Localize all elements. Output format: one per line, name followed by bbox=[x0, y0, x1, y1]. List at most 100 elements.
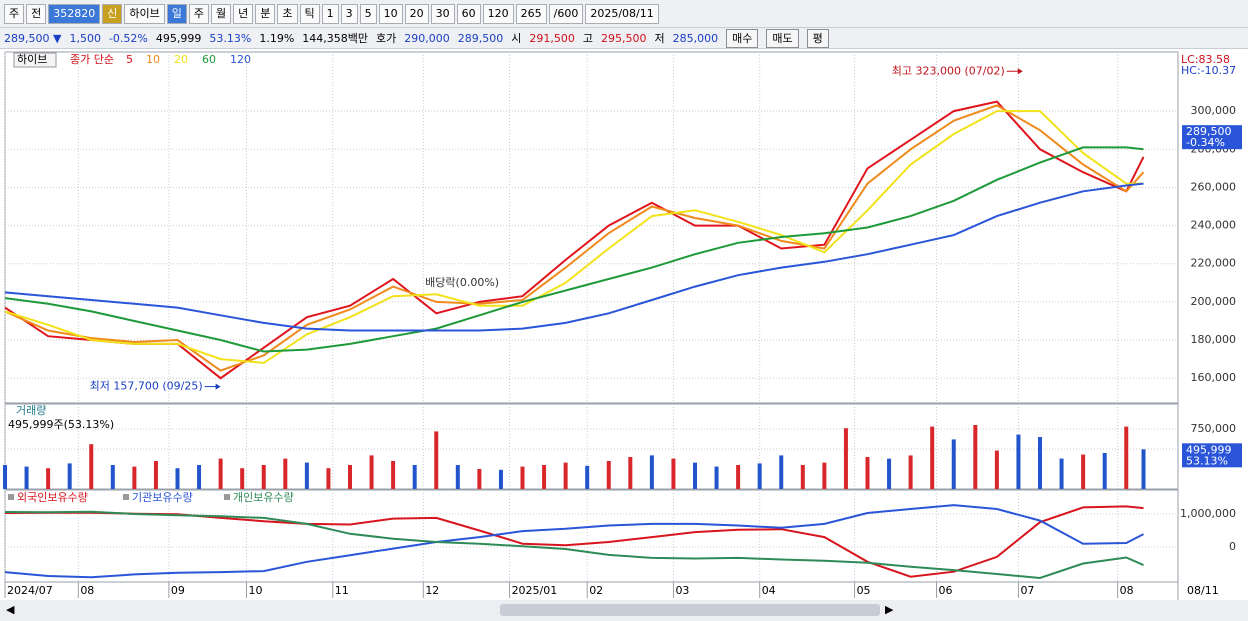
volume-bar bbox=[110, 465, 115, 489]
volume-bar bbox=[132, 466, 137, 489]
legend-entry: 개인보유수량 bbox=[233, 491, 294, 504]
price-tag-change: -0.34% bbox=[1186, 136, 1225, 149]
toolbar-item[interactable]: 하이브 bbox=[124, 3, 165, 24]
info-item: 고 bbox=[582, 32, 594, 45]
volume-bar bbox=[585, 465, 590, 489]
volume-bar bbox=[348, 465, 352, 489]
toolbar-item[interactable]: 352820 bbox=[48, 3, 101, 24]
toolbar-item[interactable]: 1 bbox=[321, 3, 339, 24]
price-tag-label: 289,500 bbox=[1186, 125, 1232, 138]
volume-bar bbox=[951, 439, 956, 489]
toolbar-item[interactable]: 일 bbox=[166, 3, 187, 24]
volume-bar bbox=[498, 469, 503, 489]
volume-bar bbox=[3, 465, 7, 489]
volume-bar bbox=[520, 466, 525, 489]
series-line bbox=[4, 100, 1145, 380]
toolbar-item[interactable]: 60 bbox=[456, 3, 481, 24]
info-item: 144,358백만 bbox=[302, 32, 369, 45]
volume-bar bbox=[1081, 454, 1086, 489]
volume-bar bbox=[757, 463, 762, 489]
legend-entry: 10 bbox=[146, 53, 160, 66]
volume-bar bbox=[175, 468, 180, 489]
scroll-thumb[interactable] bbox=[500, 604, 880, 616]
toolbar-item[interactable]: 주 bbox=[188, 3, 209, 24]
toolbar-item[interactable]: 5 bbox=[359, 3, 377, 24]
toolbar: 주 전 352820 신 하이브 일 주 월 년 분 초 틱 1 3 5 10 20 30 60 120 265/600… bbox=[0, 0, 1248, 28]
volume-bar bbox=[779, 455, 784, 489]
toolbar-item[interactable]: 분 bbox=[255, 3, 276, 24]
volume-bar bbox=[24, 466, 29, 489]
legend-entry: 5 bbox=[126, 53, 133, 66]
x-tick-label: 2024/07 bbox=[7, 584, 53, 597]
toolbar-item[interactable]: 주 bbox=[4, 3, 25, 24]
volume-bar bbox=[369, 455, 374, 489]
side-label: LC:83.58 bbox=[1181, 53, 1230, 66]
title-box bbox=[13, 52, 57, 68]
volume-bar bbox=[800, 465, 805, 489]
x-tick-label: 08 bbox=[80, 584, 94, 597]
volume-bar bbox=[67, 463, 72, 489]
legend-entry: 120 bbox=[230, 53, 251, 66]
volume-bar bbox=[1016, 434, 1021, 489]
scroll-right[interactable]: ▶ bbox=[885, 603, 894, 616]
volume-bar bbox=[412, 465, 417, 489]
toolbar-item[interactable]: 30 bbox=[430, 3, 455, 24]
chart-bg bbox=[0, 50, 1248, 601]
series-line bbox=[4, 104, 1145, 372]
x-tick-label: 11 bbox=[335, 584, 349, 597]
toolbar-item[interactable]: 년 bbox=[233, 3, 254, 24]
y-tick-label: 160,000 bbox=[1191, 371, 1237, 384]
volume-bar bbox=[930, 426, 935, 489]
info-item: 호가 bbox=[376, 32, 397, 45]
volume-bar bbox=[563, 462, 568, 489]
toolbar-item[interactable]: 3 bbox=[340, 3, 358, 24]
annotation: 최저 157,700 (09/25) bbox=[90, 380, 203, 393]
toolbar-item[interactable]: 120 bbox=[482, 3, 514, 24]
series-line bbox=[4, 182, 1144, 332]
volume-bar bbox=[1141, 449, 1146, 489]
x-tick-label: 05 bbox=[857, 584, 871, 597]
order-button[interactable]: 매도 bbox=[766, 28, 799, 48]
legend-entry: 20 bbox=[174, 53, 188, 66]
toolbar-item[interactable]: 틱 bbox=[299, 3, 320, 24]
volume-bar bbox=[46, 468, 51, 489]
toolbar-item[interactable]: 초 bbox=[277, 3, 298, 24]
order-button[interactable]: 매수 bbox=[726, 28, 759, 48]
toolbar-item[interactable]: 신 bbox=[102, 3, 123, 24]
arrow-head bbox=[215, 383, 221, 390]
toolbar-item[interactable]: 월 bbox=[211, 3, 232, 24]
toolbar-item[interactable]: 10 bbox=[378, 3, 403, 24]
toolbar-item[interactable]: 2025/08/11 bbox=[585, 3, 659, 24]
x-tick-label: 02 bbox=[589, 584, 603, 597]
volume-bar bbox=[197, 465, 202, 489]
x-tick-label: 04 bbox=[762, 584, 776, 597]
chart-title: 하이브 bbox=[17, 52, 47, 66]
side-label: HC:-10.37 bbox=[1181, 64, 1236, 77]
toolbar-item[interactable]: 20 bbox=[404, 3, 429, 24]
chart-title: 거래량 bbox=[16, 404, 46, 417]
volume-bar bbox=[908, 455, 913, 489]
x-tick-label: 09 bbox=[171, 584, 185, 597]
toolbar-item[interactable]: /600 bbox=[548, 3, 584, 24]
order-button[interactable]: 평 bbox=[806, 28, 829, 48]
volume-bar bbox=[89, 444, 94, 489]
volume-bar bbox=[1124, 426, 1129, 489]
info-item: 495,999 bbox=[155, 31, 202, 45]
volume-bar bbox=[973, 425, 978, 489]
toolbar-item[interactable]: 전 bbox=[26, 3, 47, 24]
y-tick-label: 200,000 bbox=[1191, 295, 1237, 308]
x-tick-label: 10 bbox=[249, 584, 263, 597]
x-tick-label: 03 bbox=[675, 584, 689, 597]
info-item: 시 bbox=[511, 32, 522, 45]
info-item: 295,500 bbox=[601, 31, 647, 45]
toolbar-item[interactable]: 265 bbox=[515, 3, 547, 24]
price-tag bbox=[1182, 125, 1242, 150]
x-tick-label: 08 bbox=[1120, 584, 1134, 597]
info-item: 저 bbox=[654, 32, 665, 45]
legend-swatch bbox=[224, 494, 230, 500]
legend-swatch bbox=[123, 494, 129, 500]
scroll-left[interactable]: ◀ bbox=[6, 603, 15, 616]
volume-bar bbox=[671, 458, 676, 489]
